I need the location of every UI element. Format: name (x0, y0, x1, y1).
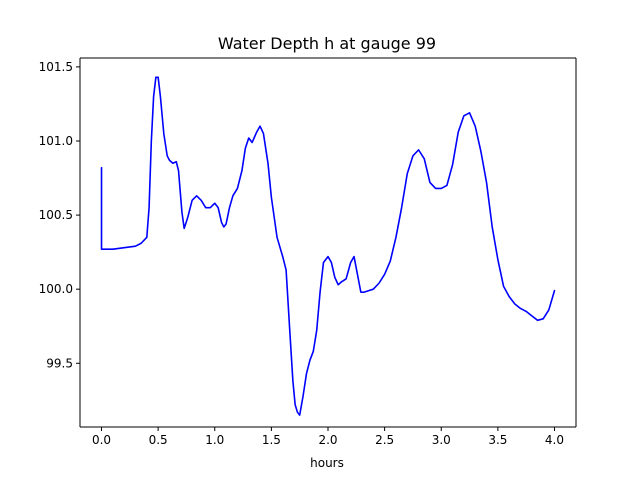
series-line-0 (100, 76, 556, 416)
x-tick-label: 0.5 (149, 433, 168, 447)
y-tick-label: 100.5 (39, 208, 73, 222)
x-tick-label: 4.0 (545, 433, 564, 447)
x-tick-label: 1.5 (262, 433, 281, 447)
y-tick-label: 101.0 (39, 134, 73, 148)
x-tick-label: 2.5 (375, 433, 394, 447)
y-tick-label: 101.5 (39, 60, 73, 74)
x-tick-label: 3.0 (432, 433, 451, 447)
plot-area: 0.0 0.5 1.0 1.5 2.0 2.5 3.0 3.5 4.0 99.5 100.0 100.… (39, 57, 577, 447)
x-axis-label: hours (310, 456, 344, 470)
y-tick-label: 100.0 (39, 282, 73, 296)
x-tick-label: 0.0 (92, 433, 111, 447)
x-tick-label: 1.0 (205, 433, 224, 447)
chart-title: Water Depth h at gauge 99 (218, 34, 436, 53)
x-tick-label: 3.5 (488, 433, 507, 447)
x-tick-label: 2.0 (318, 433, 337, 447)
y-tick-label: 99.5 (46, 356, 73, 370)
